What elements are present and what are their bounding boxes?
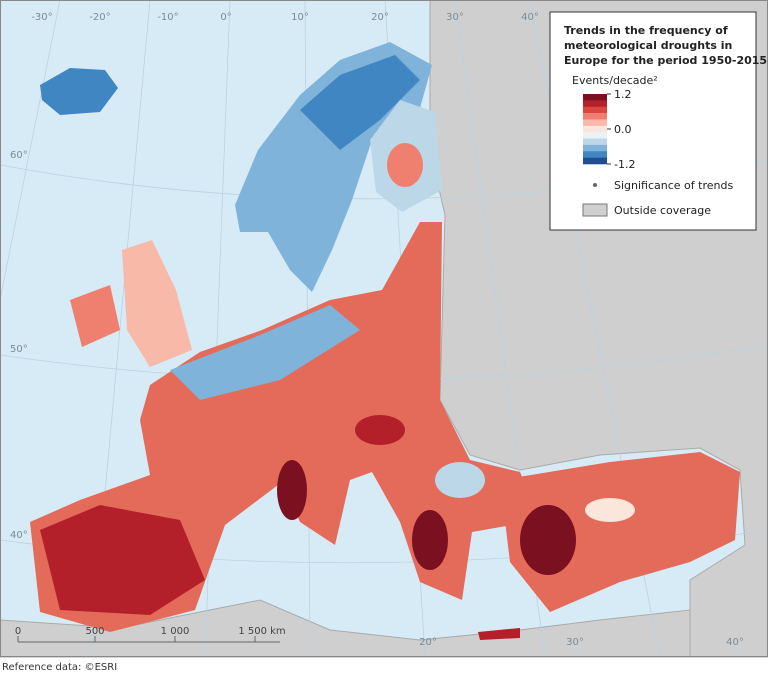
graticule-label: -30° (31, 12, 52, 23)
graticule-label: 20° (371, 12, 389, 23)
colorbar-step (583, 106, 607, 114)
graticule-label: 40° (10, 530, 28, 541)
graticule-label: 10° (291, 12, 309, 23)
colorbar-step (583, 151, 607, 158)
colorbar-label: -1.2 (614, 158, 635, 171)
legend-title: meteorological droughts in (564, 39, 732, 52)
colorbar-step (583, 138, 607, 146)
iberia-hot (40, 505, 205, 615)
graticule-label: 60° (10, 150, 28, 161)
graticule-label: 0° (220, 12, 231, 23)
colorbar-step (583, 119, 607, 127)
patch (412, 510, 448, 570)
colorbar-step (583, 113, 607, 120)
colorbar-step (583, 157, 607, 165)
patch (300, 55, 420, 150)
colorbar-step (583, 132, 607, 139)
ireland (70, 285, 120, 347)
scale-label: 1 000 (161, 626, 190, 637)
colorbar-step (583, 100, 607, 108)
patch (387, 143, 423, 187)
iceland (40, 68, 118, 115)
patch (435, 462, 485, 498)
source: Reference data: ©ESRI (2, 662, 117, 673)
legend-unit: Events/decade² (572, 74, 658, 87)
graticule-label: -20° (89, 12, 110, 23)
colorbar-step (583, 125, 607, 133)
outside-swatch (582, 203, 608, 217)
legend-title: Europe for the period 1950-2015 (564, 54, 767, 67)
patch (355, 415, 405, 445)
colorbar-step (583, 94, 607, 101)
turkey (500, 452, 740, 612)
patch (585, 498, 635, 522)
patch (170, 305, 360, 400)
patch (277, 460, 307, 520)
legend-title: Trends in the frequency of (564, 24, 728, 37)
graticule-label: -10° (157, 12, 178, 23)
colorbar-step (583, 144, 607, 152)
crete (478, 628, 520, 640)
significance-dot (593, 183, 597, 187)
colorbar-label: 0.0 (614, 123, 632, 136)
great-britain (122, 240, 192, 367)
graticule-label: 20° (419, 637, 437, 648)
scale-label: 500 (85, 626, 104, 637)
scale-label: 0 (15, 626, 21, 637)
scale-bar: 0 500 1 000 1 500 km (15, 626, 286, 643)
graticule-label: 40° (726, 637, 744, 648)
significance-label: Significance of trends (614, 179, 733, 192)
outside-label: Outside coverage (614, 204, 711, 217)
legend: Trends in the frequency of meteorologica… (549, 11, 767, 231)
scale-label: 1 500 km (238, 626, 285, 637)
graticule-label: 30° (566, 637, 584, 648)
graticule-label: 40° (521, 12, 539, 23)
graticule-label: 50° (10, 344, 28, 355)
patch (520, 505, 576, 575)
graticule-label: 30° (446, 12, 464, 23)
colorbar-label: 1.2 (614, 88, 632, 101)
